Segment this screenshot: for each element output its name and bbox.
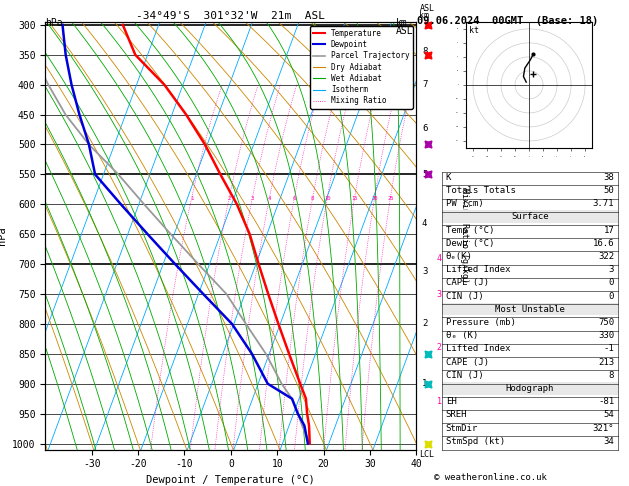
Text: 4: 4 [422, 219, 427, 228]
Text: SREH: SREH [446, 411, 467, 419]
FancyBboxPatch shape [442, 382, 618, 395]
Text: 7: 7 [422, 80, 427, 89]
Text: 50: 50 [603, 186, 614, 195]
Text: CAPE (J): CAPE (J) [446, 278, 489, 287]
Text: 3: 3 [422, 267, 427, 276]
Text: 25: 25 [387, 196, 394, 201]
Text: 20: 20 [371, 196, 378, 201]
Text: 3: 3 [609, 265, 614, 274]
Text: hPa: hPa [45, 18, 63, 29]
Text: 6: 6 [292, 196, 296, 201]
Text: K: K [446, 173, 451, 182]
Text: 10: 10 [324, 196, 330, 201]
Text: kt: kt [469, 26, 479, 35]
Text: Pressure (mb): Pressure (mb) [446, 318, 516, 327]
Text: 321°: 321° [593, 424, 614, 433]
Text: CIN (J): CIN (J) [446, 371, 483, 380]
Text: 322: 322 [598, 252, 614, 261]
Text: 4: 4 [268, 196, 271, 201]
Text: Totals Totals: Totals Totals [446, 186, 516, 195]
Text: Lifted Index: Lifted Index [446, 265, 510, 274]
Text: 34: 34 [603, 437, 614, 446]
Text: ASL: ASL [396, 26, 414, 36]
Text: 54: 54 [603, 411, 614, 419]
Text: 09.06.2024  00GMT  (Base: 18): 09.06.2024 00GMT (Base: 18) [417, 16, 598, 26]
Text: 38: 38 [603, 173, 614, 182]
Text: CAPE (J): CAPE (J) [446, 358, 489, 366]
Text: 1: 1 [190, 196, 193, 201]
Text: 330: 330 [598, 331, 614, 340]
Y-axis label: hPa: hPa [0, 226, 6, 245]
Text: 3.71: 3.71 [593, 199, 614, 208]
Text: 1: 1 [422, 379, 427, 388]
Text: 6: 6 [422, 124, 427, 133]
Text: km: km [396, 18, 408, 29]
Text: θₑ(K): θₑ(K) [446, 252, 472, 261]
FancyBboxPatch shape [442, 210, 618, 223]
Text: 750: 750 [598, 318, 614, 327]
Text: 0: 0 [609, 292, 614, 300]
Text: StmSpd (kt): StmSpd (kt) [446, 437, 505, 446]
Text: Mixing Ratio (g/kg): Mixing Ratio (g/kg) [460, 188, 469, 283]
Text: © weatheronline.co.uk: © weatheronline.co.uk [434, 473, 547, 482]
Text: 213: 213 [598, 358, 614, 366]
Text: 8: 8 [422, 47, 427, 56]
Text: StmDir: StmDir [446, 424, 478, 433]
Text: Most Unstable: Most Unstable [495, 305, 565, 314]
Text: CIN (J): CIN (J) [446, 292, 483, 300]
Text: 2: 2 [422, 319, 427, 329]
Title: -34°49'S  301°32'W  21m  ASL: -34°49'S 301°32'W 21m ASL [136, 11, 325, 21]
Text: 5: 5 [422, 170, 427, 179]
Text: ASL: ASL [420, 3, 435, 13]
Text: Surface: Surface [511, 212, 548, 221]
Text: 2: 2 [437, 344, 442, 352]
Text: 1: 1 [437, 397, 442, 406]
Text: km: km [420, 11, 430, 20]
Text: 17: 17 [603, 226, 614, 235]
Text: 15: 15 [351, 196, 358, 201]
Text: Temp (°C): Temp (°C) [446, 226, 494, 235]
Text: Hodograph: Hodograph [506, 384, 554, 393]
Text: 8: 8 [609, 371, 614, 380]
Text: LCL: LCL [420, 450, 435, 459]
Text: EH: EH [446, 397, 457, 406]
Text: -81: -81 [598, 397, 614, 406]
Text: PW (cm): PW (cm) [446, 199, 483, 208]
Text: Lifted Index: Lifted Index [446, 345, 510, 353]
Text: θₑ (K): θₑ (K) [446, 331, 478, 340]
Text: 3: 3 [437, 290, 442, 298]
Text: 0: 0 [609, 278, 614, 287]
Text: 16.6: 16.6 [593, 239, 614, 248]
Legend: Temperature, Dewpoint, Parcel Trajectory, Dry Adiabat, Wet Adiabat, Isotherm, Mi: Temperature, Dewpoint, Parcel Trajectory… [310, 26, 413, 108]
Text: Dewp (°C): Dewp (°C) [446, 239, 494, 248]
X-axis label: Dewpoint / Temperature (°C): Dewpoint / Temperature (°C) [147, 475, 315, 485]
Text: 4: 4 [437, 254, 442, 262]
FancyBboxPatch shape [442, 303, 618, 315]
Text: 3: 3 [250, 196, 254, 201]
Text: -1: -1 [603, 345, 614, 353]
Text: 8: 8 [311, 196, 314, 201]
Text: 2: 2 [228, 196, 231, 201]
